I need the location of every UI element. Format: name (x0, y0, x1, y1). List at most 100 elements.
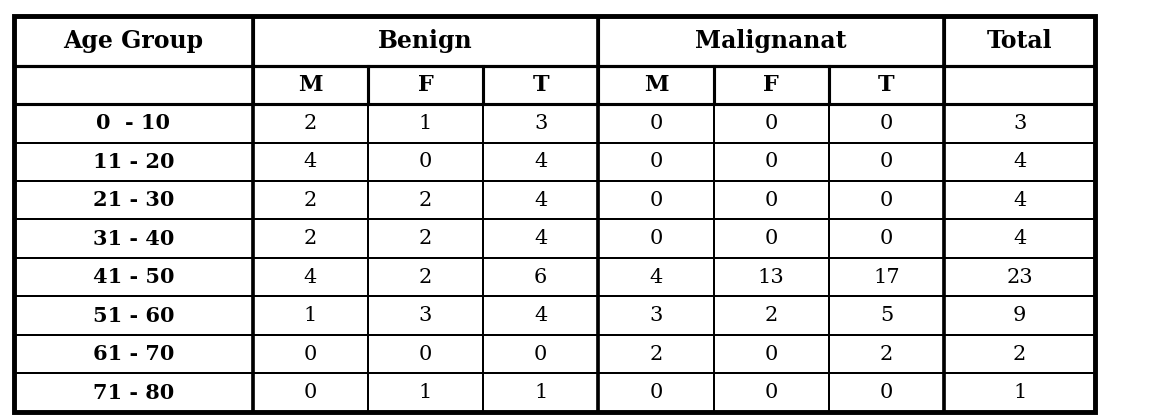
Bar (944, 16, 1095, 66)
Text: 0: 0 (304, 383, 317, 402)
Bar (253, 16, 598, 66)
Bar (944, 104, 1095, 143)
Bar (368, 296, 483, 335)
Bar (944, 219, 1095, 258)
Text: 0  - 10: 0 - 10 (97, 113, 170, 133)
Text: Benign: Benign (378, 29, 473, 53)
Text: 0: 0 (534, 344, 547, 364)
Bar (14, 181, 253, 219)
Text: 0: 0 (419, 344, 432, 364)
Text: 41 - 50: 41 - 50 (92, 267, 175, 287)
Text: 4: 4 (1013, 152, 1027, 171)
Text: 11 - 20: 11 - 20 (92, 152, 175, 172)
Bar (483, 335, 598, 373)
Text: 3: 3 (650, 306, 662, 325)
Text: 2: 2 (419, 268, 432, 287)
Bar (829, 104, 944, 143)
Text: 0: 0 (880, 152, 893, 171)
Bar (368, 181, 483, 219)
Text: 51 - 60: 51 - 60 (92, 306, 175, 326)
Bar (598, 219, 714, 258)
Text: 0: 0 (650, 114, 662, 133)
Bar (598, 66, 714, 104)
Text: 2: 2 (304, 229, 317, 248)
Text: 2: 2 (880, 344, 893, 364)
Text: 1: 1 (419, 383, 432, 402)
Text: Malignanat: Malignanat (695, 29, 847, 53)
Text: 0: 0 (650, 229, 662, 248)
Bar (598, 373, 714, 412)
Text: 0: 0 (880, 191, 893, 210)
Text: 0: 0 (765, 229, 778, 248)
Bar (829, 296, 944, 335)
Bar (368, 373, 483, 412)
Bar (14, 373, 253, 412)
Bar (368, 335, 483, 373)
Text: F: F (764, 74, 779, 96)
Bar (944, 335, 1095, 373)
Bar (829, 373, 944, 412)
Text: 4: 4 (1013, 191, 1027, 210)
Bar (598, 143, 714, 181)
Bar (944, 181, 1095, 219)
Bar (714, 296, 829, 335)
Bar (944, 373, 1095, 412)
Bar (368, 143, 483, 181)
Bar (368, 104, 483, 143)
Text: 4: 4 (304, 268, 317, 287)
Text: Age Group: Age Group (63, 29, 204, 53)
Text: 0: 0 (880, 114, 893, 133)
Bar (598, 16, 944, 66)
Text: 0: 0 (650, 152, 662, 171)
Bar (253, 66, 368, 104)
Text: 0: 0 (419, 152, 432, 171)
Bar (483, 143, 598, 181)
Bar (483, 66, 598, 104)
Bar (829, 143, 944, 181)
Bar (253, 258, 368, 296)
Bar (368, 219, 483, 258)
Bar (253, 296, 368, 335)
Text: 4: 4 (534, 229, 547, 248)
Bar (598, 258, 714, 296)
Text: T: T (878, 74, 895, 96)
Bar (483, 219, 598, 258)
Text: 0: 0 (765, 383, 778, 402)
Bar (483, 373, 598, 412)
Text: 17: 17 (873, 268, 900, 287)
Bar (714, 258, 829, 296)
Text: F: F (418, 74, 433, 96)
Text: 0: 0 (880, 383, 893, 402)
Text: 2: 2 (1013, 344, 1027, 364)
Bar (829, 181, 944, 219)
Text: 2: 2 (304, 191, 317, 210)
Text: 1: 1 (534, 383, 547, 402)
Bar (14, 104, 253, 143)
Text: 2: 2 (304, 114, 317, 133)
Text: T: T (532, 74, 549, 96)
Bar (253, 335, 368, 373)
Bar (714, 104, 829, 143)
Text: 9: 9 (1013, 306, 1027, 325)
Bar (714, 181, 829, 219)
Bar (253, 181, 368, 219)
Text: 4: 4 (534, 152, 547, 171)
Text: 0: 0 (304, 344, 317, 364)
Text: 1: 1 (419, 114, 432, 133)
Text: M: M (644, 74, 668, 96)
Bar (714, 143, 829, 181)
Bar (14, 66, 253, 104)
Bar (483, 296, 598, 335)
Text: 4: 4 (650, 268, 662, 287)
Text: 2: 2 (419, 229, 432, 248)
Text: 3: 3 (1013, 114, 1027, 133)
Bar (14, 258, 253, 296)
Bar (829, 258, 944, 296)
Bar (14, 143, 253, 181)
Bar (483, 258, 598, 296)
Text: Total: Total (987, 29, 1052, 53)
Bar (944, 296, 1095, 335)
Text: 5: 5 (880, 306, 893, 325)
Bar (14, 335, 253, 373)
Text: 1: 1 (304, 306, 317, 325)
